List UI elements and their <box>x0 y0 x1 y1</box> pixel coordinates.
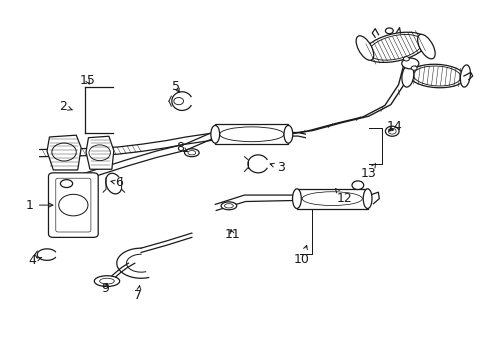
Ellipse shape <box>210 125 219 143</box>
Circle shape <box>351 181 363 189</box>
Text: 12: 12 <box>335 189 352 205</box>
Text: 7: 7 <box>134 286 142 302</box>
Ellipse shape <box>459 65 469 87</box>
Ellipse shape <box>292 189 301 208</box>
Ellipse shape <box>284 125 292 143</box>
Ellipse shape <box>401 58 418 69</box>
Ellipse shape <box>61 180 73 188</box>
Text: 9: 9 <box>102 282 109 295</box>
Ellipse shape <box>364 32 427 62</box>
Circle shape <box>403 57 408 61</box>
Polygon shape <box>47 135 81 170</box>
Text: 10: 10 <box>293 246 309 266</box>
FancyBboxPatch shape <box>215 125 288 144</box>
Text: 13: 13 <box>360 164 376 180</box>
Ellipse shape <box>401 65 413 87</box>
Text: 1: 1 <box>26 199 53 212</box>
Circle shape <box>410 66 416 70</box>
Text: 2: 2 <box>59 100 72 113</box>
Ellipse shape <box>221 202 236 210</box>
Text: 15: 15 <box>80 74 95 87</box>
Circle shape <box>385 28 392 34</box>
Text: 6: 6 <box>111 176 122 189</box>
Polygon shape <box>86 136 114 169</box>
Text: 14: 14 <box>386 121 402 134</box>
Circle shape <box>385 126 398 136</box>
Text: 8: 8 <box>176 141 187 154</box>
Text: 4: 4 <box>28 254 41 267</box>
FancyBboxPatch shape <box>48 173 98 237</box>
Text: 5: 5 <box>172 80 180 93</box>
Ellipse shape <box>184 149 199 157</box>
Ellipse shape <box>408 64 464 88</box>
FancyBboxPatch shape <box>296 189 367 208</box>
Ellipse shape <box>417 34 434 59</box>
Ellipse shape <box>355 36 373 60</box>
Ellipse shape <box>94 276 120 287</box>
Text: 11: 11 <box>224 228 240 241</box>
Text: 3: 3 <box>269 161 285 174</box>
Ellipse shape <box>363 189 371 208</box>
Circle shape <box>173 98 183 105</box>
